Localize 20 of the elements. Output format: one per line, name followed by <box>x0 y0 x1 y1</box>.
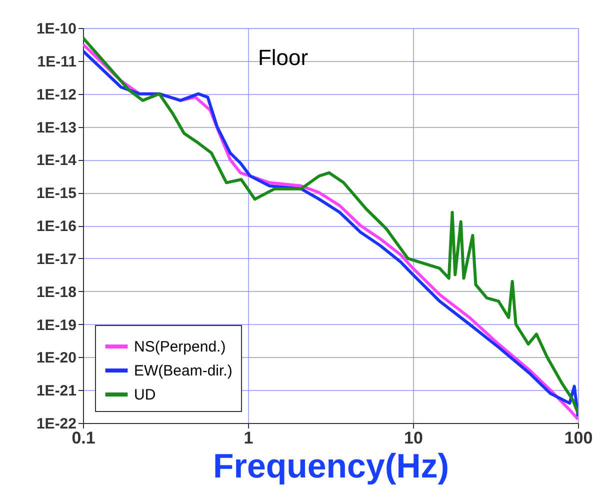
y-tick-label: 1E-20 <box>36 350 76 367</box>
y-tick-label: 1E-12 <box>36 86 76 104</box>
legend-label: UD <box>134 386 156 404</box>
y-tick-label: 1E-14 <box>36 152 78 170</box>
y-tick-label: 1E-11 <box>37 53 76 70</box>
y-tick-label: 1E-18 <box>36 284 76 301</box>
x-tick-label: 1 <box>244 428 254 448</box>
y-tick-label: 1E-15 <box>36 185 76 202</box>
legend-label: NS(Perpend.) <box>134 338 226 356</box>
y-tick-label: 1E-13 <box>36 119 76 136</box>
y-tick-label: 1E-21 <box>36 382 76 400</box>
y-tick-label: 1E-17 <box>36 250 76 268</box>
x-tick-label: 100 <box>564 428 593 448</box>
y-tick-label: 1E-10 <box>36 20 76 38</box>
legend-label: EW(Beam-dir.) <box>134 362 232 380</box>
x-tick-label: 10 <box>404 428 423 448</box>
y-tick-label: 1E-16 <box>36 218 76 235</box>
x-axis-title: Frequency(Hz) <box>212 448 450 486</box>
annotation: Floor <box>258 45 308 70</box>
y-tick-label: 1E-19 <box>36 316 76 334</box>
